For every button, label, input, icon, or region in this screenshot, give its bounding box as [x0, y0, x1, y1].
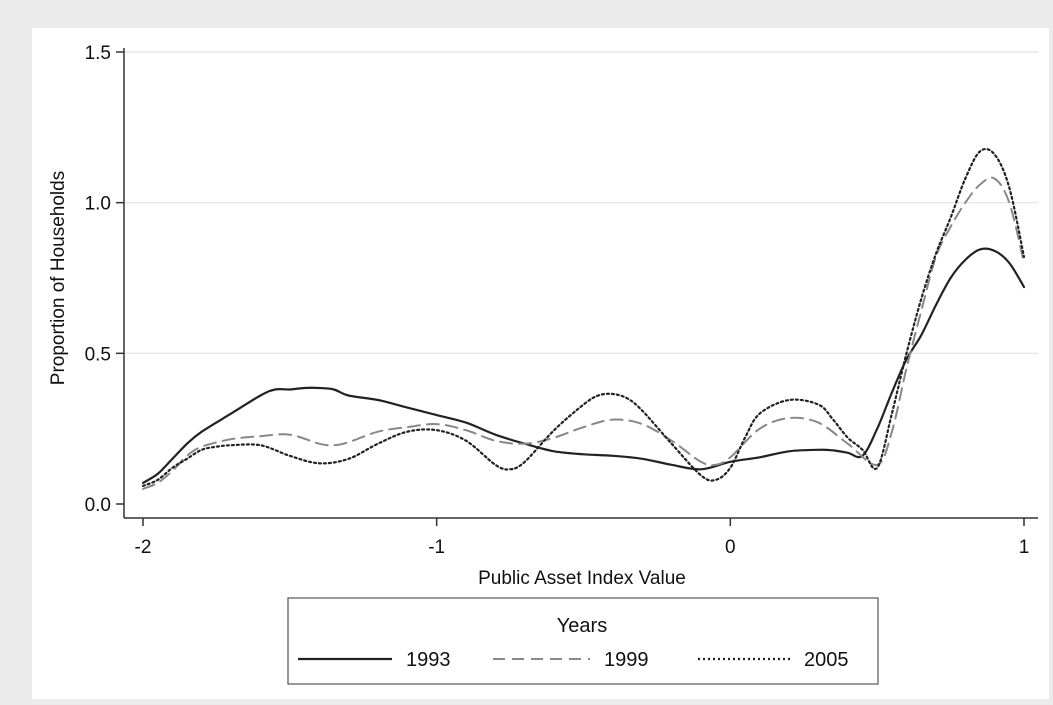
y-axis-title: Proportion of Households — [48, 171, 69, 385]
ticks: 0.0 0.5 1.0 1.5 -2 -1 0 1 — [85, 43, 1030, 558]
legend-box — [287, 597, 879, 685]
y-tick-label: 0.0 — [85, 495, 111, 516]
x-tick-label: -2 — [135, 537, 152, 558]
gridlines — [125, 51, 1038, 354]
x-tick-label: -1 — [428, 537, 445, 558]
legend-title: Years — [557, 615, 607, 637]
series-line-2005 — [141, 147, 1026, 487]
x-tick-label: 0 — [725, 537, 736, 558]
series-line-1993 — [141, 247, 1026, 484]
legend-label-2005: 2005 — [804, 649, 849, 671]
y-tick-label: 1.5 — [85, 43, 111, 64]
series-line-1999 — [142, 176, 1025, 490]
series-layer — [141, 147, 1026, 490]
legend-label-1999: 1999 — [604, 649, 649, 671]
figure-frame — [10, 10, 1049, 699]
legend-label-1993: 1993 — [406, 649, 451, 671]
x-tick-label: 1 — [1019, 537, 1030, 558]
y-tick-label: 0.5 — [85, 344, 111, 365]
axes — [123, 48, 1038, 519]
legend: Years 1993 1999 2005 — [287, 597, 879, 685]
y-tick-label: 1.0 — [85, 194, 111, 215]
plot-panel — [32, 28, 1049, 699]
x-axis-title: Public Asset Index Value — [478, 568, 686, 589]
